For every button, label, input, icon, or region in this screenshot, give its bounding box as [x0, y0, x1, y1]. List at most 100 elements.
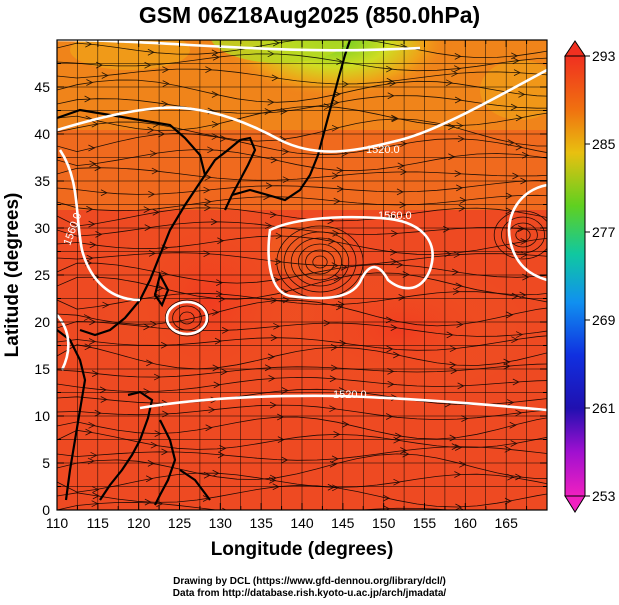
streamline — [57, 344, 547, 370]
wind-arrow — [91, 370, 100, 378]
contour-label: 1520.0 — [333, 389, 367, 401]
wind-arrow — [213, 381, 221, 389]
wind-arrow — [329, 405, 337, 413]
wind-arrow — [217, 237, 225, 245]
wind-arrow — [282, 296, 290, 304]
streamline — [57, 262, 547, 284]
streamline — [57, 453, 547, 480]
wind-arrow — [515, 409, 523, 417]
wind-arrow — [505, 192, 513, 200]
streamline — [57, 53, 547, 72]
wind-arrow — [457, 382, 465, 390]
wind-arrow — [390, 258, 398, 265]
wind-arrow — [205, 66, 213, 73]
wind-arrow — [204, 173, 212, 181]
wind-arrow — [330, 364, 338, 372]
wind-arrow — [340, 263, 349, 271]
wind-arrow — [212, 309, 220, 316]
x-tick-labels: 110 115 120 125 130 135 140 145 150 155 … — [46, 515, 518, 531]
wind-arrow — [88, 338, 97, 345]
wind-arrow — [455, 444, 463, 451]
wind-arrow — [143, 323, 151, 331]
wind-arrow — [336, 185, 345, 193]
wind-arrow — [264, 364, 272, 372]
streamline — [57, 404, 547, 421]
wind-arrow — [400, 447, 408, 454]
wind-arrow — [456, 321, 464, 328]
colorbar-tick-label: 269 — [592, 312, 616, 328]
streamline — [57, 105, 547, 131]
circulation-streamline — [290, 237, 350, 287]
circulation-streamline — [179, 311, 195, 325]
wind-arrow — [331, 262, 339, 269]
x-tick-label: 160 — [454, 515, 478, 531]
wind-arrow — [265, 222, 273, 229]
wind-arrow — [503, 362, 511, 370]
wind-arrow — [272, 40, 281, 47]
y-tick-label: 0 — [42, 502, 50, 518]
wind-arrow — [212, 53, 220, 61]
wind-arrow — [454, 471, 462, 478]
wind-arrow — [510, 103, 518, 111]
streamline — [57, 299, 547, 327]
circulation-streamline — [500, 216, 545, 254]
wind-arrow — [156, 500, 164, 508]
wind-arrow — [455, 282, 463, 290]
x-tick-label: 115 — [87, 515, 110, 531]
streamline — [57, 416, 547, 440]
wind-arrow — [511, 292, 519, 300]
wind-arrow — [203, 186, 211, 194]
wind-arrow — [398, 294, 406, 301]
wind-arrow — [217, 451, 225, 459]
wind-arrow — [504, 445, 512, 453]
colorbar-top-arrow — [564, 40, 586, 57]
x-axis-label: Longitude (degrees) — [211, 539, 394, 560]
y-tick-label: 15 — [34, 361, 50, 377]
wind-arrow — [510, 440, 518, 447]
x-tick-label: 130 — [209, 515, 233, 531]
wind-arrow — [162, 80, 170, 87]
wind-arrow — [204, 198, 212, 206]
wind-arrow — [400, 168, 408, 176]
wind-arrow — [339, 339, 347, 347]
circulation-streamline — [305, 249, 335, 275]
wind-arrow — [85, 428, 93, 436]
credit-drawing: Drawing by DCL (https://www.gfd-dennou.o… — [173, 576, 446, 587]
wind-arrow — [160, 270, 168, 278]
wind-arrow — [150, 441, 158, 449]
wind-arrow — [507, 139, 515, 146]
wind-arrow — [333, 197, 341, 205]
circulation-streamline — [515, 228, 531, 242]
wind-arrow — [448, 153, 456, 161]
wind-arrow — [268, 477, 277, 484]
wind-arrow — [333, 90, 341, 98]
circulation-streamline — [172, 305, 202, 331]
wind-arrow — [145, 475, 154, 483]
wind-arrow — [506, 311, 514, 319]
wind-arrow — [507, 399, 515, 406]
wind-arrow — [396, 188, 404, 196]
wind-arrow — [90, 451, 98, 459]
streamline — [57, 194, 547, 212]
wind-arrow — [402, 450, 410, 458]
wind-arrow — [511, 336, 519, 344]
streamline — [57, 149, 547, 172]
wind-arrow — [161, 100, 169, 108]
wind-arrow — [402, 271, 410, 278]
wind-arrow — [513, 69, 521, 77]
circulation-streamline — [283, 231, 357, 293]
wind-arrow — [92, 486, 100, 493]
wind-arrow — [393, 351, 401, 359]
wind-arrow — [391, 115, 399, 123]
wind-arrow — [86, 79, 94, 86]
x-tick-label: 120 — [127, 515, 151, 531]
wind-arrow — [446, 331, 454, 339]
wind-arrow — [151, 167, 159, 175]
wind-arrow — [452, 288, 460, 295]
wind-arrow — [144, 224, 152, 231]
wind-arrow — [518, 90, 526, 98]
streamline — [57, 235, 547, 255]
wind-arrow — [459, 197, 467, 204]
wind-arrow — [89, 160, 97, 168]
